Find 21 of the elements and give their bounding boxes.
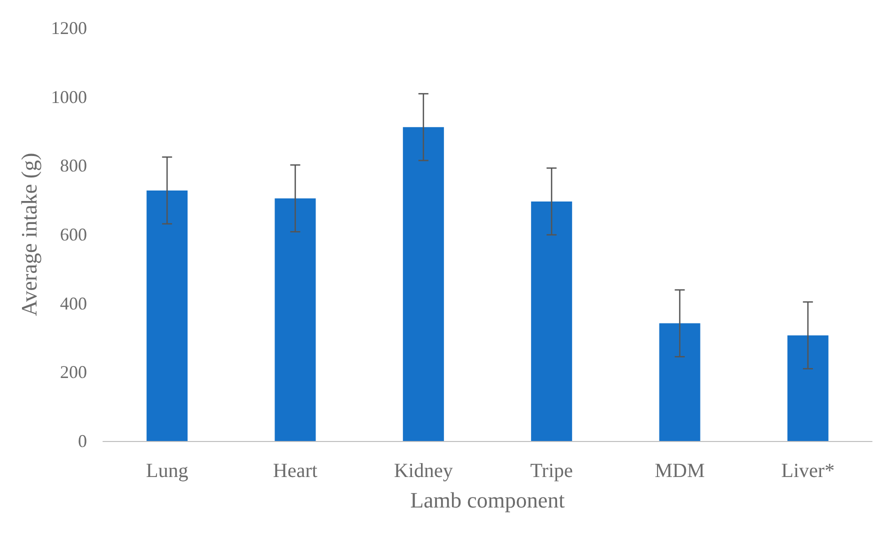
y-tick-label: 1000 xyxy=(51,86,87,107)
bar xyxy=(146,190,188,441)
y-tick-label: 400 xyxy=(60,293,87,314)
y-tick-label: 200 xyxy=(60,362,87,382)
bar xyxy=(787,335,828,441)
x-tick-label: Lung xyxy=(146,460,188,482)
bar xyxy=(531,201,572,441)
x-tick-label: MDM xyxy=(654,460,705,482)
x-tick-label: Liver* xyxy=(781,460,835,482)
bar xyxy=(402,127,444,441)
bar xyxy=(659,323,700,441)
x-axis-title: Lamb component xyxy=(410,488,565,512)
y-axis-title: Average intake (g) xyxy=(16,152,42,316)
bar xyxy=(274,198,316,441)
x-tick-label: Heart xyxy=(273,460,318,482)
y-tick-label: 1200 xyxy=(51,18,87,38)
y-tick-label: 0 xyxy=(78,431,87,451)
x-tick-label: Kidney xyxy=(394,460,453,482)
y-tick-label: 600 xyxy=(60,224,87,244)
x-tick-label: Tripe xyxy=(530,460,574,482)
y-tick-label: 800 xyxy=(60,156,87,176)
